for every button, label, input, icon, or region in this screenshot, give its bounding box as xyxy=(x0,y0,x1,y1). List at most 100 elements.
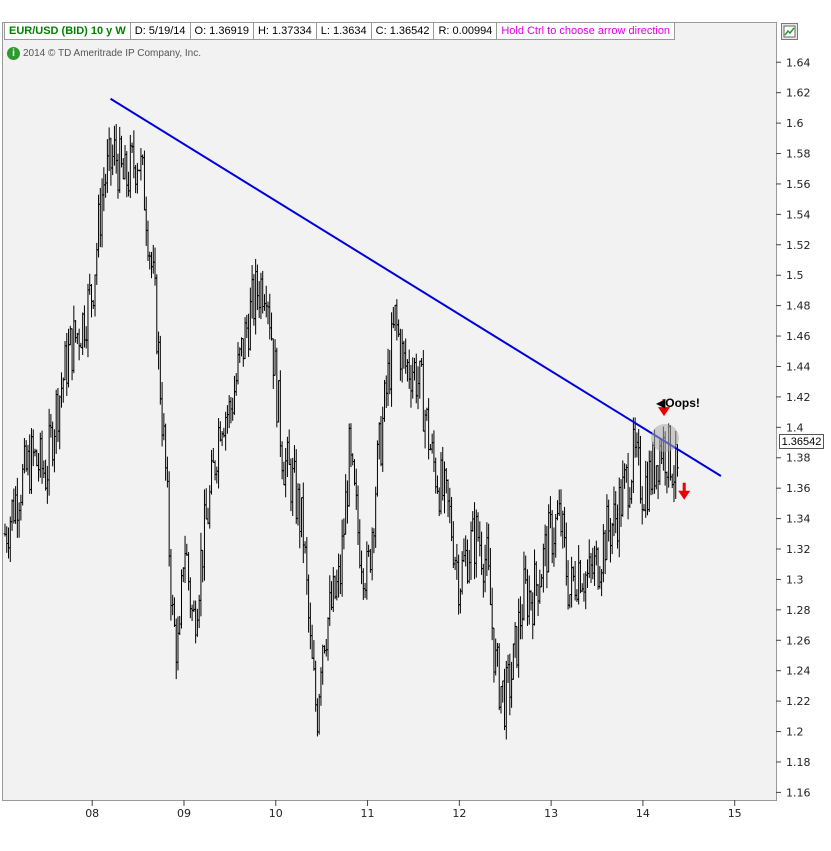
ohlc-bar xyxy=(300,497,304,538)
ohlc-bar xyxy=(38,432,42,478)
ohlc-bar xyxy=(5,526,9,553)
ohlc-bar xyxy=(141,154,145,166)
ohlc-bar xyxy=(234,373,238,396)
ohlc-bar xyxy=(430,433,434,454)
ohlc-bar xyxy=(508,653,512,716)
ohlc-bar xyxy=(513,622,517,658)
ohlc-bar xyxy=(340,519,344,597)
ohlc-bar xyxy=(176,616,180,671)
copyright-notice: i 2014 © TD Ameritrade IP Company, Inc. xyxy=(7,47,201,60)
ohlc-bar xyxy=(190,604,194,622)
y-tick-label: 1.16 xyxy=(786,786,811,799)
ohlc-bar xyxy=(331,567,335,612)
quote-info-bar: EUR/USD (BID) 10 y W D: 5/19/14 O: 1.369… xyxy=(4,22,676,40)
ohlc-bar xyxy=(566,560,570,610)
ohlc-bar xyxy=(67,328,71,388)
ohlc-bar xyxy=(471,511,475,532)
ohlc-bar xyxy=(398,328,402,381)
ohlc-bar xyxy=(550,510,554,564)
ohlc-bar xyxy=(457,554,461,615)
x-axis: 08 09 10 11 12 13 14 15 xyxy=(85,800,742,820)
ohlc-bar xyxy=(481,563,485,598)
ohlc-bar xyxy=(188,577,192,619)
open-value: O: 1.36919 xyxy=(189,22,254,40)
ohlc-bar xyxy=(24,440,28,472)
ohlc-bar xyxy=(199,532,203,617)
ohlc-bar xyxy=(434,457,438,494)
chart-settings-button[interactable] xyxy=(781,23,798,40)
ohlc-bar xyxy=(162,413,166,441)
ohlc-bar xyxy=(494,638,498,676)
ohlc-bar xyxy=(416,366,420,410)
ohlc-bar xyxy=(19,494,23,521)
ohlc-bar xyxy=(554,513,558,558)
ohlc-bar xyxy=(151,244,155,274)
ohlc-bar xyxy=(213,460,217,481)
annotation-layer xyxy=(650,399,691,500)
ohlc-bar xyxy=(448,487,452,524)
ohlc-bar xyxy=(33,448,37,457)
ohlc-bar xyxy=(324,638,328,657)
ohlc-bar xyxy=(171,594,175,616)
ohlc-bar xyxy=(450,496,454,542)
last-price-marker: 1.36542 xyxy=(779,434,824,449)
y-tick-label: 1.2 xyxy=(786,726,804,739)
ohlc-bar xyxy=(548,496,552,529)
ohlc-bar xyxy=(89,284,93,318)
ohlc-bar xyxy=(354,468,358,510)
symbol-label[interactable]: EUR/USD (BID) 10 y W xyxy=(4,22,131,40)
ohlc-bar xyxy=(483,544,487,593)
ohlc-bar xyxy=(192,600,196,613)
ohlc-bar xyxy=(155,274,159,355)
info-circle-icon[interactable]: i xyxy=(7,47,20,60)
ohlc-bar xyxy=(105,139,109,193)
ohlc-bar xyxy=(501,680,505,703)
ohlc-bar xyxy=(317,693,321,735)
ohlc-bar xyxy=(536,583,540,617)
ohlc-bar xyxy=(515,626,519,669)
ohlc-bar xyxy=(75,332,79,345)
ohlc-bar xyxy=(608,517,612,563)
ohlc-bar xyxy=(287,429,291,465)
ohlc-bar xyxy=(593,545,597,586)
ohlc-bar xyxy=(86,283,90,358)
ohlc-bar xyxy=(361,568,365,600)
ohlc-bar xyxy=(458,588,462,614)
ohlc-bar xyxy=(386,348,390,407)
ohlc-bar xyxy=(555,500,559,521)
ohlc-bar xyxy=(93,274,97,317)
ohlc-bar xyxy=(617,477,621,558)
ohlc-bar xyxy=(197,594,201,629)
y-tick-label: 1.4 xyxy=(786,421,804,434)
ohlc-bar xyxy=(506,654,510,683)
ohlc-bar xyxy=(563,506,567,548)
ohlc-bar xyxy=(619,479,623,527)
ohlc-bar xyxy=(268,293,272,340)
ohlc-bar xyxy=(229,397,233,424)
y-tick-label: 1.5 xyxy=(786,269,804,282)
y-tick-label: 1.3 xyxy=(786,573,804,586)
ohlc-bar xyxy=(432,430,436,473)
ohlc-bar xyxy=(142,150,146,211)
ohlc-bar xyxy=(280,441,284,480)
ohlc-bar xyxy=(158,335,162,405)
ohlc-bar xyxy=(308,602,312,650)
ohlc-bar xyxy=(135,162,139,194)
ohlc-bar xyxy=(518,596,522,640)
ohlc-bar xyxy=(370,527,374,581)
y-tick-label: 1.62 xyxy=(786,87,811,100)
ohlc-bar xyxy=(40,430,44,484)
trendline[interactable] xyxy=(110,97,722,477)
ohlc-bar xyxy=(310,624,314,659)
ohlc-bar xyxy=(656,465,660,500)
ohlc-bar xyxy=(157,331,161,370)
ohlc-bar xyxy=(107,127,111,171)
ohlc-bar xyxy=(545,526,549,589)
chart-settings-icon xyxy=(783,25,796,38)
ohlc-bar xyxy=(289,458,293,512)
ohlc-bar xyxy=(70,328,74,381)
ohlc-bar xyxy=(81,312,85,355)
ohlc-bar xyxy=(621,460,625,517)
ohlc-bar xyxy=(411,357,415,399)
